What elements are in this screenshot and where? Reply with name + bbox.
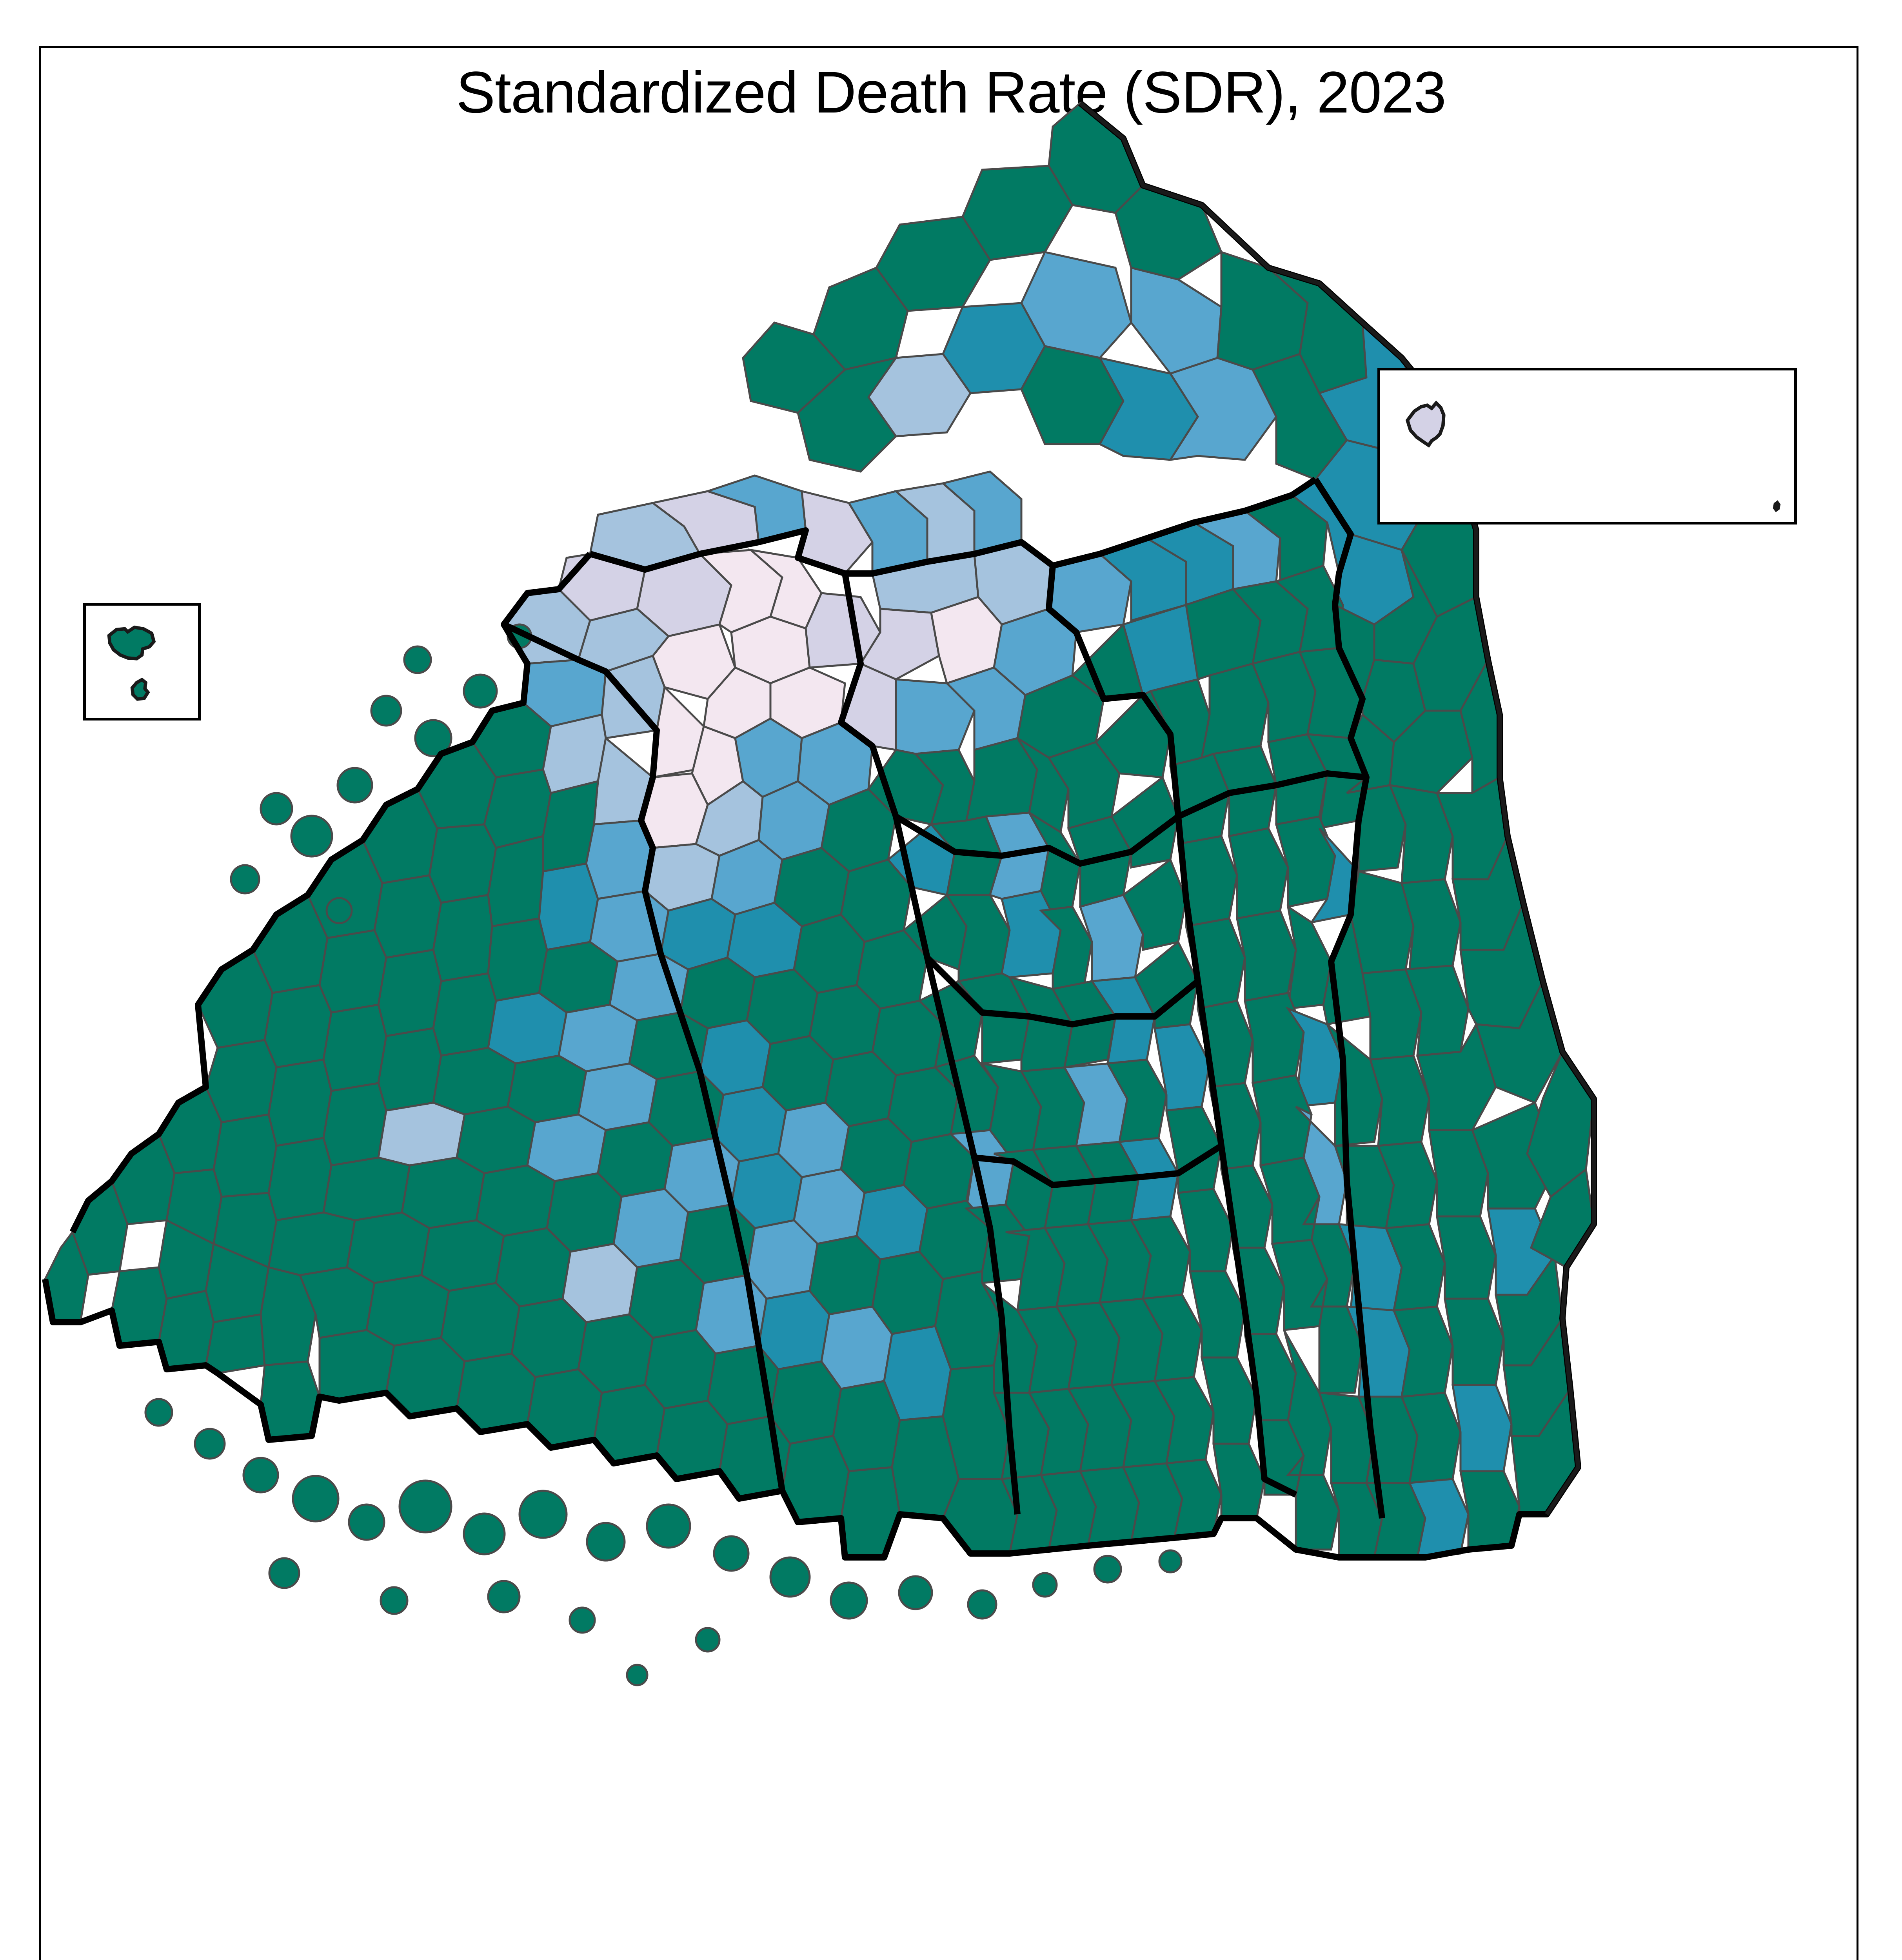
daecheongdo-polygon bbox=[130, 677, 150, 701]
dokdo-polygon bbox=[1773, 500, 1781, 512]
choropleth-map[interactable]: .c1 { fill:#f3e7f0; } .c2 { fill:#d4d2e6… bbox=[41, 48, 1857, 1960]
page-title: Standardized Death Rate (SDR), 2023 bbox=[456, 59, 1446, 125]
ulleungdo-polygon bbox=[1405, 400, 1446, 448]
inset-baengnyeongdo bbox=[83, 603, 201, 720]
baengnyeongdo-polygon bbox=[107, 625, 156, 661]
coastline-layer bbox=[1079, 101, 1596, 1516]
inset-ulleungdo-dokdo bbox=[1377, 368, 1797, 524]
